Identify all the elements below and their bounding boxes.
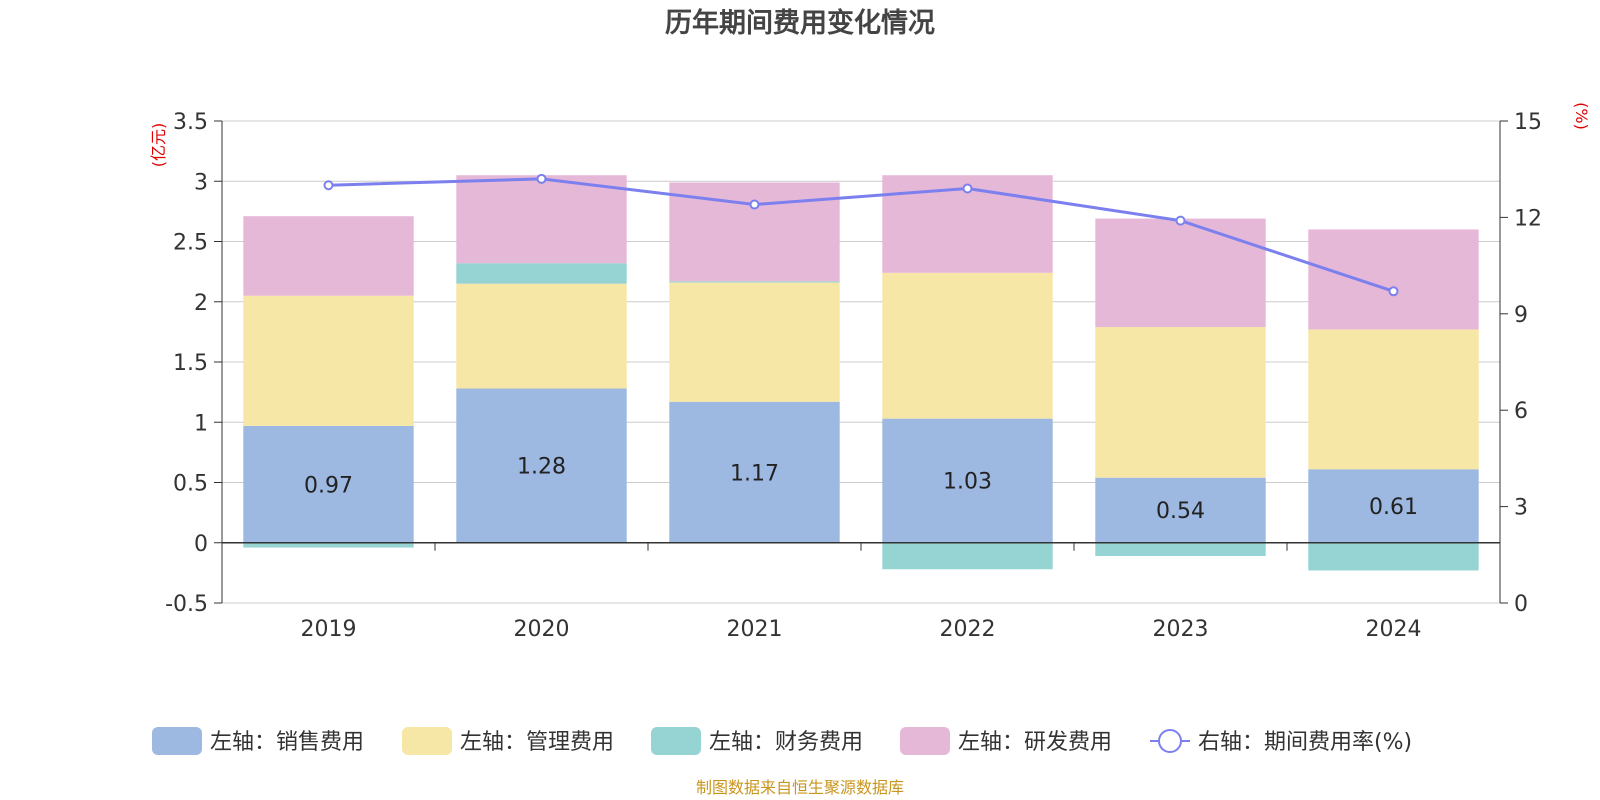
left-axis-tick-label: 3 <box>194 170 208 195</box>
legend-label: 左轴：管理费用 <box>460 730 614 755</box>
bar-segment <box>456 263 627 284</box>
bar-segment <box>243 295 414 426</box>
x-axis-tick-label: 2024 <box>1366 617 1422 642</box>
left-axis-tick-label: 2.5 <box>173 231 208 256</box>
bar-data-label: 1.17 <box>730 461 779 486</box>
bar-segment <box>669 401 840 543</box>
bar-data-labels: 0.97 1.28 1.17 1.03 0.54 0.61 <box>304 455 1418 525</box>
legend-marker-swatch <box>1158 729 1182 753</box>
bar-segment <box>1095 218 1266 328</box>
legend-label: 左轴：财务费用 <box>709 730 863 755</box>
bar-segment <box>456 175 627 264</box>
right-axis-tick-label: 9 <box>1514 303 1528 328</box>
bar-data-label: 1.28 <box>517 455 566 480</box>
left-axis-unit: (亿元) <box>149 123 168 168</box>
legend-item[interactable]: 左轴：财务费用 <box>651 727 863 755</box>
legend: 左轴：销售费用 左轴：管理费用 左轴：财务费用 左轴：研发费用 右轴：期间费用率(%) <box>152 727 1412 755</box>
left-axis-tick-label: 0.5 <box>173 472 208 497</box>
bar-segment <box>669 281 840 283</box>
bar-data-label: 0.54 <box>1156 499 1205 524</box>
bar-segment <box>882 272 1053 419</box>
rate-line-point <box>749 199 760 210</box>
right-axis-unit: (%) <box>1572 102 1591 130</box>
data-source-note: 制图数据来自恒生聚源数据库 <box>696 778 904 797</box>
bar-segment <box>669 282 840 402</box>
x-axis-tick-label: 2021 <box>727 617 783 642</box>
rate-line-point <box>1388 286 1399 297</box>
bar-segment <box>1095 477 1266 543</box>
rate-line-point <box>962 183 973 194</box>
legend-swatch <box>651 727 701 755</box>
bar-segment <box>456 388 627 543</box>
x-axis-tick-label: 2023 <box>1153 617 1209 642</box>
left-axis-tick-label: 3.5 <box>173 110 208 135</box>
bar-segment <box>243 216 414 296</box>
rate-line <box>328 177 1394 293</box>
rate-line-point <box>536 173 547 184</box>
left-axis-tick-label: 1 <box>194 411 208 436</box>
right-axis-tick-label: 6 <box>1514 399 1528 424</box>
chart-title: 历年期间费用变化情况 <box>665 7 935 39</box>
bar-series <box>243 175 1479 571</box>
axes: 3.5 3 2.5 2 1.5 1 0.5 0 -0.5 15 12 9 6 3 0 2019 2020 2021… <box>165 110 1542 642</box>
rate-line-series <box>323 173 1399 297</box>
bar-segment <box>1095 542 1266 557</box>
bar-segment <box>1308 469 1479 543</box>
legend-item[interactable]: 左轴：研发费用 <box>900 727 1112 755</box>
right-axis-tick-label: 12 <box>1514 206 1542 231</box>
right-axis-tick-label: 15 <box>1514 110 1542 135</box>
legend-swatch <box>152 727 202 755</box>
legend-item[interactable]: 右轴：期间费用率(%) <box>1150 729 1412 755</box>
bar-data-label: 1.03 <box>943 470 992 495</box>
bar-data-label: 0.97 <box>304 473 353 498</box>
bar-segment <box>1308 329 1479 470</box>
x-axis-tick-label: 2019 <box>301 617 357 642</box>
legend-item[interactable]: 左轴：销售费用 <box>152 727 364 755</box>
bar-segment <box>882 542 1053 570</box>
legend-label: 左轴：销售费用 <box>210 730 364 755</box>
bar-segment <box>1095 327 1266 478</box>
left-axis-tick-label: 1.5 <box>173 351 208 376</box>
x-axis-tick-label: 2020 <box>514 617 570 642</box>
bar-segment <box>1308 542 1479 571</box>
bar-segment <box>243 425 414 543</box>
rate-line-point <box>1175 215 1186 226</box>
left-axis-tick-label: 0 <box>194 532 208 557</box>
legend-label: 右轴：期间费用率(%) <box>1198 730 1412 755</box>
bar-segment <box>243 542 414 548</box>
left-axis-tick-label: -0.5 <box>165 592 208 617</box>
legend-item[interactable]: 左轴：管理费用 <box>402 727 614 755</box>
bar-segment <box>882 418 1053 543</box>
x-axis-tick-label: 2022 <box>940 617 996 642</box>
bar-segment <box>456 283 627 389</box>
rate-line-point <box>323 180 334 191</box>
bar-segment <box>1308 229 1479 330</box>
legend-swatch <box>402 727 452 755</box>
legend-label: 左轴：研发费用 <box>958 730 1112 755</box>
right-axis-tick-label: 0 <box>1514 592 1528 617</box>
bar-data-label: 0.61 <box>1369 495 1418 520</box>
legend-swatch <box>900 727 950 755</box>
right-axis-tick-label: 3 <box>1514 496 1528 521</box>
left-axis-tick-label: 2 <box>194 291 208 316</box>
